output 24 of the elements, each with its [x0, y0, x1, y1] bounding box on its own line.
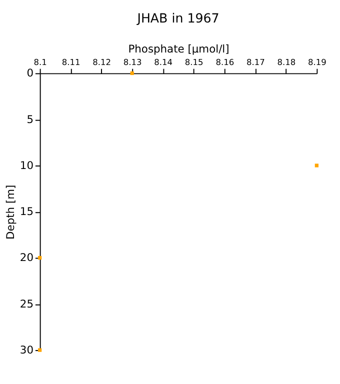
point [38, 348, 42, 352]
chart-title: JHAB in 1967 [136, 10, 220, 26]
point [38, 256, 42, 260]
x-tick-label: 8.15 [184, 56, 204, 67]
x-tick-label: 8.18 [277, 56, 296, 67]
x-tick-label: 8.19 [308, 56, 326, 67]
point [314, 164, 319, 168]
y-tick-label: 30 [20, 343, 34, 356]
y-axis-title: Depth [m] [4, 184, 18, 240]
point [130, 71, 134, 76]
y-tick-label: 25 [20, 297, 34, 310]
y-tick-label: 5 [26, 112, 34, 126]
y-tick-label: 10 [20, 158, 34, 172]
x-tick-label: 8.14 [154, 56, 173, 67]
y-tick-label: 20 [20, 251, 34, 264]
x-tick-label: 8.1 [34, 56, 47, 67]
x-tick-label: 8.17 [246, 56, 265, 67]
x-tick-label: 8.12 [92, 56, 112, 67]
x-tick-label: 8.11 [62, 56, 80, 67]
x-axis-title: Phosphate [µmol/l] [128, 42, 230, 56]
y-tick-label: 15 [20, 205, 34, 218]
x-tick-label: 8.16 [216, 56, 234, 67]
y-tick-label: 0 [26, 66, 34, 80]
x-tick-label: 8.13 [123, 56, 142, 67]
